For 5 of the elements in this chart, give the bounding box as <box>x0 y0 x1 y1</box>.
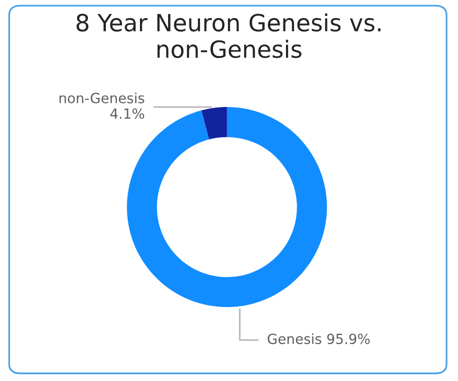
slice-label: non-Genesis <box>60 92 144 104</box>
chart-title: 8 Year Neuron Genesis vs. non-Genesis <box>76 13 380 58</box>
donut-slice <box>201 107 227 140</box>
slice-label: Genesis 95.9% <box>268 333 370 344</box>
data-label: 4.1% <box>110 108 144 119</box>
